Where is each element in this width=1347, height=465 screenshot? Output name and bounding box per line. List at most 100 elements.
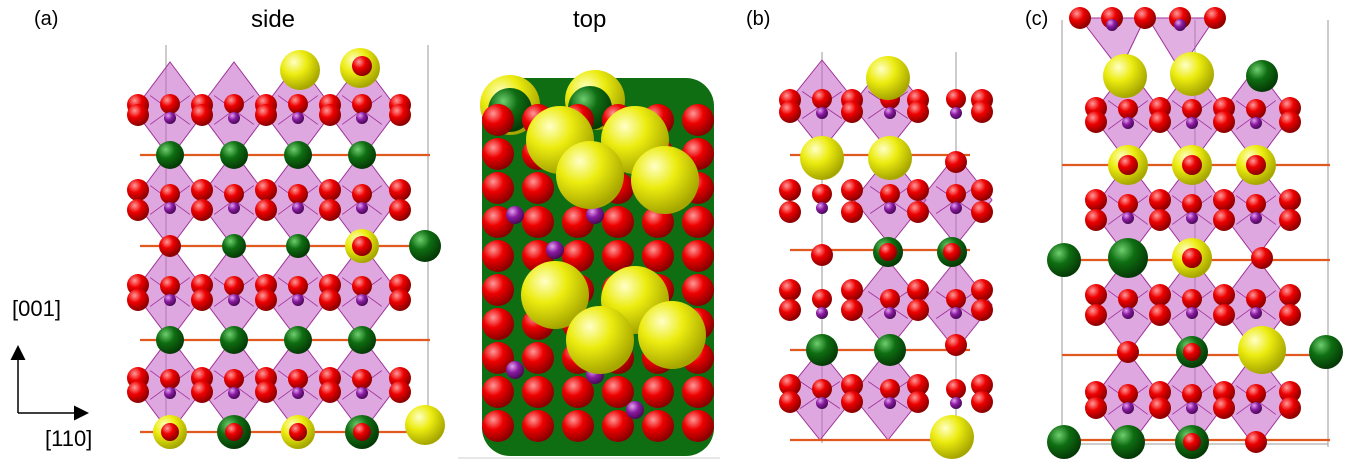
oxygen-atom <box>127 381 149 403</box>
oxygen-atom <box>353 423 371 441</box>
metal-atom <box>1186 307 1198 319</box>
oxygen-atom <box>1149 397 1171 419</box>
oxygen-atom <box>907 201 929 223</box>
oxygen-atom <box>682 410 714 442</box>
oxygen-atom <box>161 423 179 441</box>
oxygen-atom <box>971 374 993 396</box>
oxygen-atom <box>127 289 149 311</box>
metal-atom <box>228 294 240 306</box>
panel-a-label: (a) <box>34 8 59 30</box>
oxygen-atom <box>352 94 372 114</box>
oxygen-atom <box>946 289 966 309</box>
metal-atom <box>1250 117 1262 129</box>
metal-atom <box>1122 117 1134 129</box>
oxygen-atom <box>482 206 514 238</box>
oxygen-atom <box>907 374 929 396</box>
oxygen-atom <box>946 184 966 204</box>
green-atom <box>1309 335 1343 369</box>
oxygen-atom <box>971 179 993 201</box>
oxygen-atom <box>288 276 308 296</box>
oxygen-atom <box>482 342 514 374</box>
oxygen-atom <box>1118 289 1138 309</box>
oxygen-atom <box>779 279 801 301</box>
metal-atom <box>292 294 304 306</box>
oxygen-atom <box>191 179 213 201</box>
oxygen-atom <box>1246 155 1266 175</box>
oxygen-atom <box>1251 247 1273 269</box>
oxygen-atom <box>682 104 714 136</box>
metal-atom <box>546 241 564 259</box>
metal-atom <box>1186 402 1198 414</box>
oxygen-atom <box>1085 111 1107 133</box>
oxygen-atom <box>841 299 863 321</box>
yellow-atom <box>1238 326 1286 374</box>
oxygen-atom <box>682 274 714 306</box>
top-view-title: top <box>573 6 607 33</box>
oxygen-atom <box>160 94 180 114</box>
oxygen-atom <box>522 376 554 408</box>
oxygen-atom <box>562 410 594 442</box>
oxygen-atom <box>779 391 801 413</box>
oxygen-atom <box>1182 155 1202 175</box>
oxygen-atom <box>1213 189 1235 211</box>
green-atom <box>1108 238 1148 278</box>
oxygen-atom <box>1085 189 1107 211</box>
axis-arrows <box>10 345 89 421</box>
metal-atom <box>950 107 962 119</box>
panel-b-structure <box>779 56 993 459</box>
yellow-atom <box>800 136 844 180</box>
metal-atom <box>1122 212 1134 224</box>
oxygen-atom <box>1118 99 1138 119</box>
yellow-atom <box>1103 54 1147 98</box>
metal-atom <box>164 202 176 214</box>
metal-atom <box>164 294 176 306</box>
oxygen-atom <box>907 101 929 123</box>
oxygen-atom <box>127 199 149 221</box>
oxygen-atom <box>522 410 554 442</box>
oxygen-atom <box>160 276 180 296</box>
oxygen-atom <box>482 172 514 204</box>
green-atom <box>874 334 906 366</box>
oxygen-atom <box>1204 7 1226 29</box>
oxygen-atom <box>1069 7 1091 29</box>
oxygen-atom <box>389 179 411 201</box>
metal-atom <box>884 107 896 119</box>
oxygen-atom <box>1149 304 1171 326</box>
oxygen-atom <box>1213 304 1235 326</box>
oxygen-atom <box>1182 289 1202 309</box>
oxygen-atom <box>779 201 801 223</box>
green-atom <box>156 326 184 354</box>
oxygen-atom <box>191 104 213 126</box>
oxygen-atom <box>1213 209 1235 231</box>
oxygen-atom <box>522 172 554 204</box>
oxygen-atom <box>127 179 149 201</box>
oxygen-atom <box>841 391 863 413</box>
oxygen-atom <box>811 244 833 266</box>
oxygen-atom <box>1149 209 1171 231</box>
yellow-atom <box>930 415 974 459</box>
metal-atom <box>292 387 304 399</box>
oxygen-atom <box>1085 209 1107 231</box>
oxygen-atom <box>191 199 213 221</box>
metal-atom <box>1106 19 1118 31</box>
oxygen-atom <box>682 376 714 408</box>
oxygen-atom <box>1279 111 1301 133</box>
oxygen-atom <box>907 299 929 321</box>
oxygen-atom <box>562 240 594 272</box>
oxygen-atom <box>319 199 341 221</box>
metal-atom <box>356 387 368 399</box>
yellow-atom <box>1170 52 1214 96</box>
oxygen-atom <box>907 391 929 413</box>
oxygen-atom <box>288 369 308 389</box>
metal-atom <box>816 202 828 214</box>
oxygen-atom <box>289 423 307 441</box>
green-atom <box>284 141 312 169</box>
oxygen-atom <box>1279 381 1301 403</box>
oxygen-atom <box>319 289 341 311</box>
green-atom <box>348 141 376 169</box>
oxygen-atom <box>642 240 674 272</box>
oxygen-atom <box>1085 381 1107 403</box>
yellow-atom <box>866 56 910 100</box>
green-atom <box>1111 425 1145 459</box>
green-atom <box>286 234 310 258</box>
